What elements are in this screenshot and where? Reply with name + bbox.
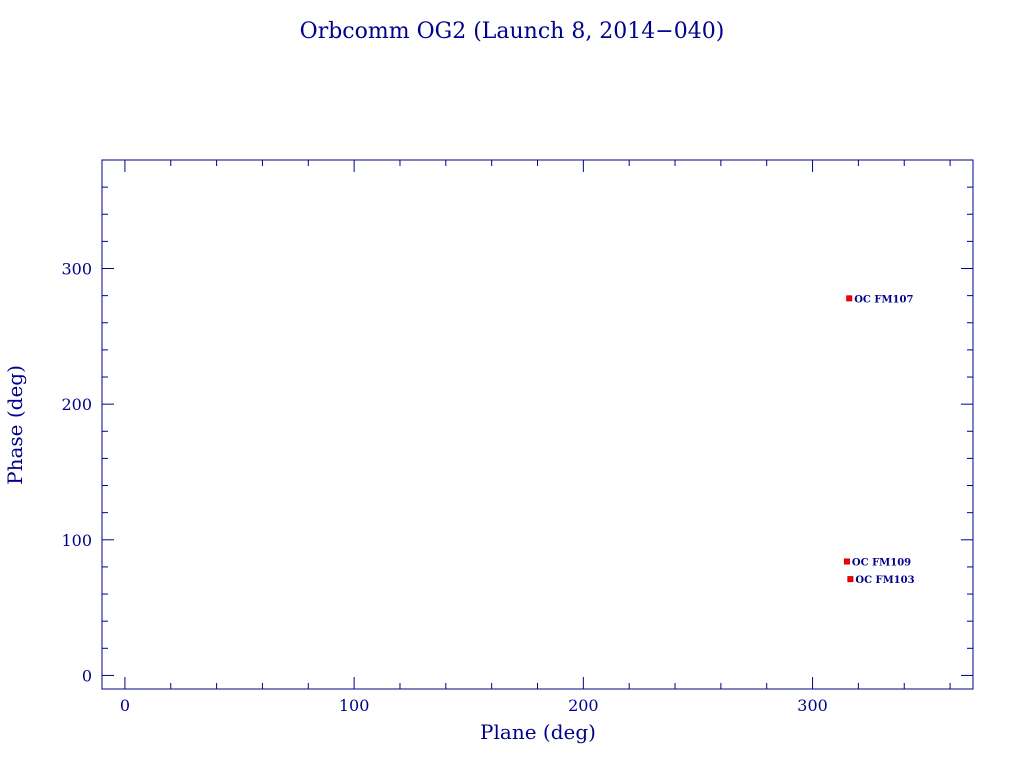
data-point-marker <box>847 576 854 583</box>
data-points: OC FM107 OC FM109 OC FM103 <box>843 294 915 586</box>
data-point-marker <box>846 295 853 302</box>
y-tick-label: 200 <box>61 395 92 414</box>
y-tick-label: 100 <box>61 531 92 550</box>
x-tick-label: 200 <box>568 696 599 715</box>
ticks <box>102 159 973 689</box>
y-tick-label: 0 <box>82 666 92 685</box>
x-tick-label: 300 <box>797 696 828 715</box>
chart-title: Orbcomm OG2 (Launch 8, 2014−040) <box>300 19 725 44</box>
axes <box>101 159 974 690</box>
data-point-label: OC FM103 <box>855 575 914 586</box>
x-tick-label: 0 <box>120 696 130 715</box>
data-point-label: OC FM109 <box>852 557 911 568</box>
data-point-label: OC FM107 <box>854 294 913 305</box>
x-tick-label: 100 <box>339 696 370 715</box>
x-axis-label: Plane (deg) <box>480 720 596 744</box>
data-point-marker <box>843 558 850 565</box>
tick-labels: 0 100 200 300 0 100 200 300 <box>61 260 827 715</box>
plot-frame <box>101 159 974 690</box>
y-tick-label: 300 <box>61 260 92 279</box>
y-axis-label: Phase (deg) <box>3 365 27 485</box>
